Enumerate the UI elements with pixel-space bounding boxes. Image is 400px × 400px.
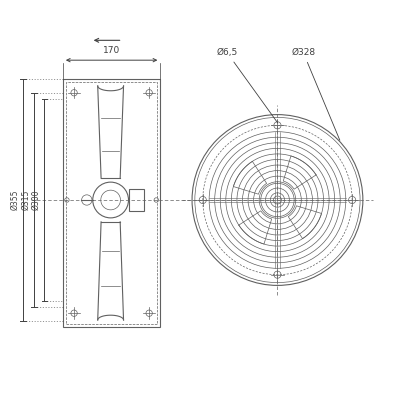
- Text: Ø6,5: Ø6,5: [216, 48, 278, 123]
- Text: Ø315: Ø315: [21, 190, 30, 210]
- Bar: [128, 189, 144, 211]
- Text: Ø328: Ø328: [291, 48, 340, 140]
- Text: Ø355: Ø355: [10, 190, 19, 210]
- Bar: [66, 82, 158, 324]
- Bar: [63, 79, 160, 327]
- Text: 170: 170: [103, 46, 120, 55]
- Text: Ø300: Ø300: [31, 190, 40, 210]
